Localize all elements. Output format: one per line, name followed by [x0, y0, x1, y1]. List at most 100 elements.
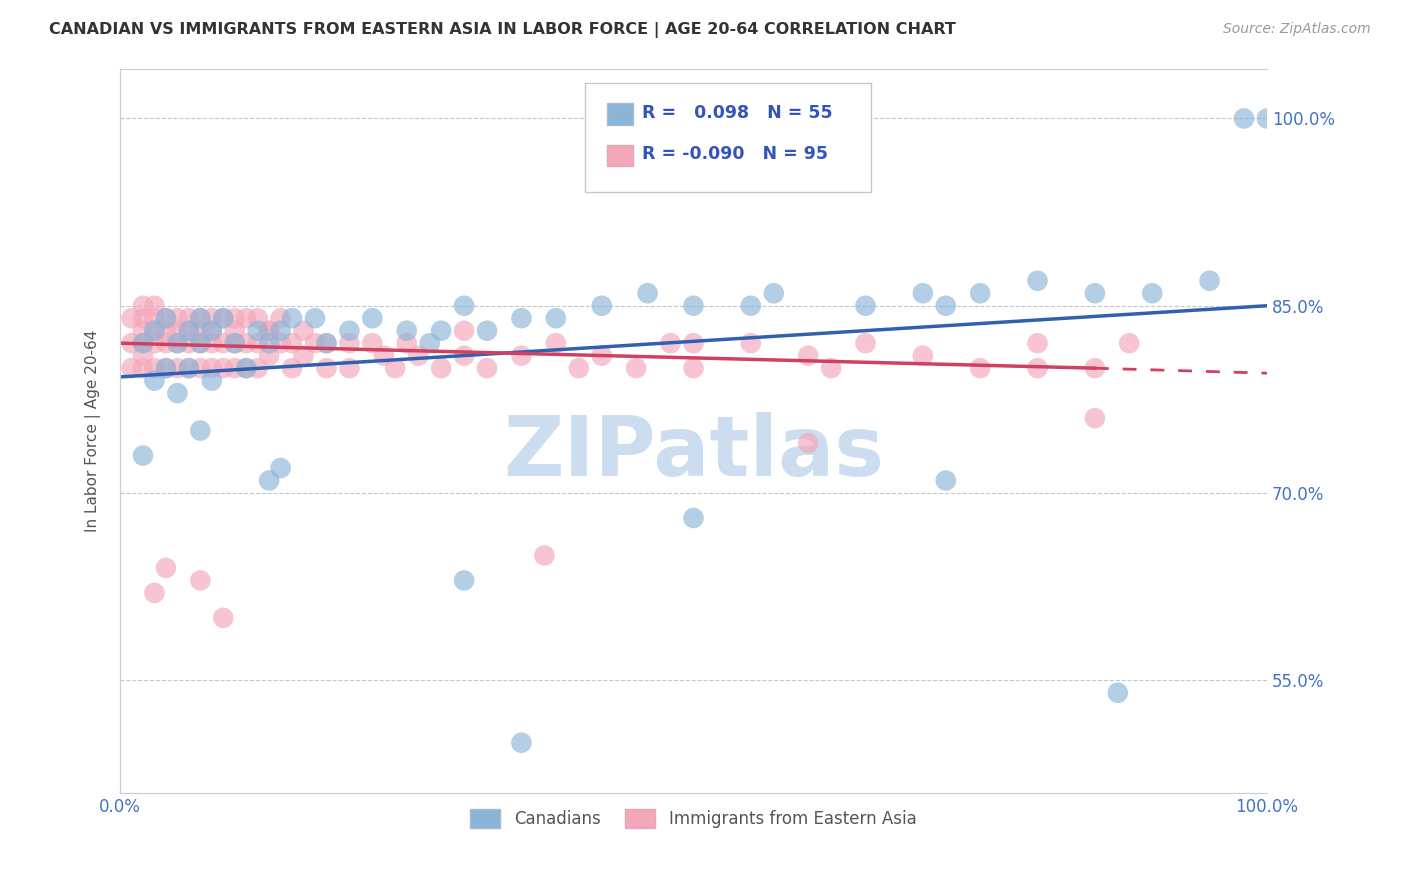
Point — [143, 374, 166, 388]
Point — [246, 361, 269, 376]
Point — [188, 336, 211, 351]
Point — [257, 474, 280, 488]
Point — [281, 311, 304, 326]
Point — [235, 361, 257, 376]
Point — [166, 311, 188, 326]
Text: R =   0.098   N = 55: R = 0.098 N = 55 — [643, 104, 832, 122]
Point — [1026, 274, 1049, 288]
Point — [224, 336, 246, 351]
Point — [188, 311, 211, 326]
Point — [132, 299, 155, 313]
Point — [911, 349, 934, 363]
Point — [201, 311, 224, 326]
Point — [143, 299, 166, 313]
Point — [177, 311, 200, 326]
Point — [155, 311, 177, 326]
Point — [682, 361, 704, 376]
Point — [373, 349, 395, 363]
Point — [132, 336, 155, 351]
Point — [281, 361, 304, 376]
Point — [143, 324, 166, 338]
Point — [855, 336, 877, 351]
Point — [568, 361, 591, 376]
Point — [270, 336, 292, 351]
Point — [177, 361, 200, 376]
Point — [121, 361, 143, 376]
Point — [235, 361, 257, 376]
Point — [361, 311, 384, 326]
Point — [155, 324, 177, 338]
Point — [1256, 112, 1278, 126]
Point — [659, 336, 682, 351]
Y-axis label: In Labor Force | Age 20-64: In Labor Force | Age 20-64 — [86, 329, 101, 532]
Point — [224, 311, 246, 326]
Point — [188, 424, 211, 438]
Point — [188, 336, 211, 351]
Point — [235, 311, 257, 326]
Point — [682, 299, 704, 313]
Point — [177, 336, 200, 351]
Point — [419, 336, 441, 351]
Point — [257, 349, 280, 363]
Point — [281, 336, 304, 351]
Point — [453, 299, 475, 313]
Point — [177, 324, 200, 338]
Point — [740, 299, 762, 313]
Point — [212, 311, 235, 326]
Point — [315, 336, 337, 351]
Point — [166, 336, 188, 351]
Point — [121, 336, 143, 351]
Legend: Canadians, Immigrants from Eastern Asia: Canadians, Immigrants from Eastern Asia — [464, 803, 924, 835]
Point — [762, 286, 785, 301]
Bar — [607, 103, 633, 125]
Point — [935, 474, 957, 488]
Point — [430, 324, 453, 338]
Text: CANADIAN VS IMMIGRANTS FROM EASTERN ASIA IN LABOR FORCE | AGE 20-64 CORRELATION : CANADIAN VS IMMIGRANTS FROM EASTERN ASIA… — [49, 22, 956, 38]
Point — [257, 336, 280, 351]
Point — [246, 324, 269, 338]
Point — [1026, 361, 1049, 376]
Point — [155, 311, 177, 326]
Point — [855, 299, 877, 313]
Point — [797, 349, 820, 363]
Point — [132, 336, 155, 351]
Point — [132, 349, 155, 363]
Point — [270, 461, 292, 475]
Point — [475, 324, 498, 338]
Point — [188, 574, 211, 588]
Point — [212, 361, 235, 376]
Point — [533, 549, 555, 563]
Point — [510, 736, 533, 750]
Point — [188, 361, 211, 376]
Point — [257, 324, 280, 338]
Point — [292, 324, 315, 338]
Point — [270, 311, 292, 326]
Point — [395, 324, 418, 338]
Point — [155, 561, 177, 575]
Point — [453, 574, 475, 588]
Point — [820, 361, 842, 376]
Point — [406, 349, 429, 363]
Point — [177, 324, 200, 338]
Point — [969, 361, 991, 376]
Point — [510, 311, 533, 326]
Point — [143, 361, 166, 376]
Point — [235, 336, 257, 351]
Point — [1118, 336, 1140, 351]
Point — [544, 311, 567, 326]
Point — [453, 324, 475, 338]
FancyBboxPatch shape — [585, 83, 872, 192]
Point — [453, 349, 475, 363]
Point — [166, 336, 188, 351]
Point — [155, 361, 177, 376]
Point — [166, 361, 188, 376]
Point — [212, 311, 235, 326]
Point — [212, 611, 235, 625]
Point — [201, 324, 224, 338]
Point — [315, 336, 337, 351]
Point — [1233, 112, 1256, 126]
Point — [143, 324, 166, 338]
Point — [361, 336, 384, 351]
Text: ZIPatlas: ZIPatlas — [503, 412, 884, 492]
Point — [339, 361, 361, 376]
